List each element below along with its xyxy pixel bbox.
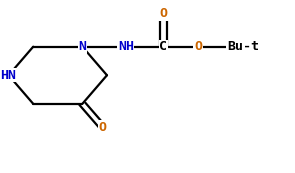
Text: C: C xyxy=(159,40,167,53)
Text: O: O xyxy=(99,121,106,134)
Text: NH: NH xyxy=(118,40,134,53)
Text: HN: HN xyxy=(1,69,17,82)
Text: Bu-t: Bu-t xyxy=(227,40,259,53)
Text: O: O xyxy=(194,40,202,53)
Text: O: O xyxy=(159,7,167,20)
Text: N: N xyxy=(78,40,86,53)
